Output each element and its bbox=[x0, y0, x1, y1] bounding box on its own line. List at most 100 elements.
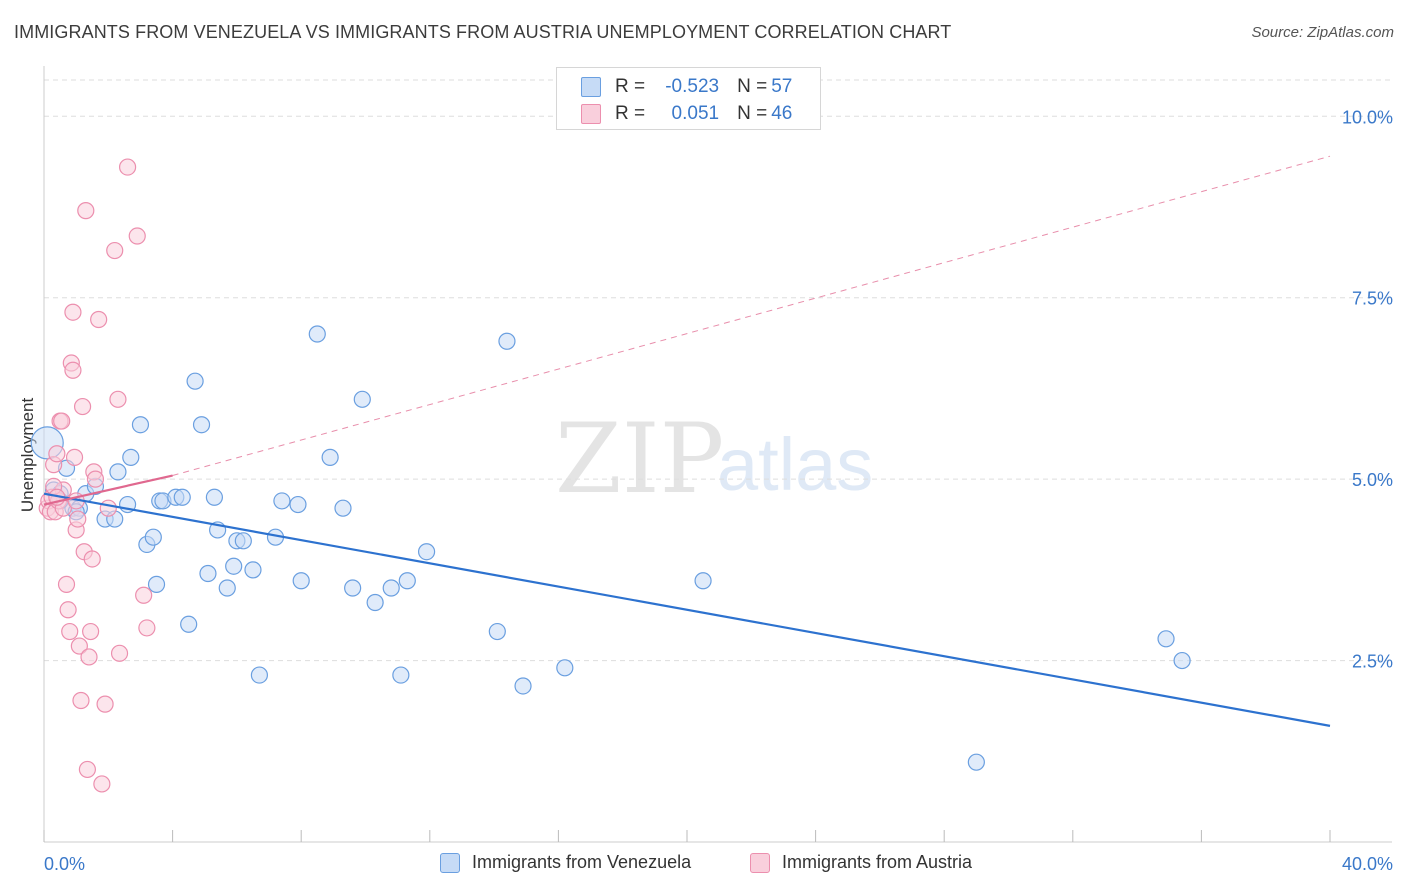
venezuela-swatch bbox=[581, 77, 601, 97]
stats-legend-box: R = -0.523 N = 57 R = 0.051 N = 46 bbox=[556, 67, 821, 130]
austria-point bbox=[99, 499, 117, 517]
legend-label: Immigrants from Austria bbox=[782, 852, 973, 872]
venezuela-point bbox=[109, 463, 127, 481]
austria-swatch bbox=[581, 104, 601, 124]
x-tick-label: 0.0% bbox=[44, 854, 85, 874]
venezuela-legend-swatch bbox=[440, 852, 460, 873]
austria-trend-line bbox=[43, 474, 173, 506]
watermark-atlas: atlas bbox=[717, 423, 873, 506]
austria-point bbox=[96, 695, 114, 713]
venezuela-point bbox=[308, 325, 326, 343]
venezuela-trend-line bbox=[43, 492, 1331, 727]
venezuela-point bbox=[131, 416, 150, 434]
venezuela-point bbox=[514, 677, 532, 695]
austria-trend-line-dashed bbox=[172, 155, 1331, 476]
venezuela-point bbox=[967, 753, 985, 771]
n-label: N = bbox=[737, 103, 768, 124]
austria-point bbox=[72, 691, 90, 710]
venezuela-point bbox=[1173, 651, 1191, 670]
venezuela-point bbox=[694, 572, 712, 590]
venezuela-point bbox=[244, 561, 262, 579]
venezuela-point bbox=[147, 575, 166, 593]
venezuela-point bbox=[186, 372, 204, 390]
austria-point bbox=[73, 397, 92, 416]
y-tick-label: 5.0% bbox=[1352, 470, 1393, 490]
y-tick-label: 10.0% bbox=[1342, 107, 1393, 127]
n-label: N = bbox=[737, 76, 768, 97]
venezuela-point bbox=[205, 488, 223, 506]
venezuela-point bbox=[234, 532, 252, 550]
venezuela-point bbox=[382, 579, 400, 597]
austria-point bbox=[86, 470, 105, 488]
venezuela-point bbox=[1157, 630, 1175, 648]
venezuela-point bbox=[334, 499, 352, 517]
stats-row-austria: R = 0.051 N = 46 bbox=[581, 102, 792, 126]
austria-point bbox=[109, 390, 127, 408]
n-value: 57 bbox=[771, 76, 793, 97]
austria-point bbox=[82, 622, 100, 641]
austria-point bbox=[70, 637, 88, 655]
venezuela-point bbox=[321, 448, 339, 466]
venezuela-point bbox=[417, 543, 436, 561]
austria-point bbox=[80, 648, 98, 666]
r-label: R = bbox=[615, 76, 646, 97]
venezuela-point bbox=[556, 659, 574, 677]
austria-point bbox=[48, 445, 66, 463]
legend-item-venezuela[interactable]: Immigrants from Venezuela bbox=[440, 852, 691, 873]
venezuela-point bbox=[289, 495, 307, 514]
austria-point bbox=[138, 619, 156, 637]
austria-point bbox=[57, 575, 76, 593]
venezuela-point bbox=[488, 622, 506, 641]
austria-point bbox=[64, 303, 82, 321]
legend-item-austria[interactable]: Immigrants from Austria bbox=[750, 852, 972, 873]
austria-point bbox=[135, 586, 153, 604]
venezuela-point bbox=[366, 593, 384, 612]
austria-point bbox=[64, 361, 82, 379]
stats-row-venezuela: R = -0.523 N = 57 bbox=[581, 75, 792, 99]
venezuela-point bbox=[122, 448, 140, 466]
venezuela-point bbox=[498, 332, 516, 350]
venezuela-point bbox=[344, 579, 362, 597]
venezuela-point bbox=[173, 488, 191, 506]
austria-point bbox=[83, 550, 101, 568]
venezuela-point bbox=[180, 615, 198, 633]
austria-point bbox=[110, 644, 129, 662]
austria-legend-swatch bbox=[750, 852, 770, 873]
venezuela-point bbox=[144, 528, 162, 546]
austria-point bbox=[69, 510, 87, 528]
y-tick-label: 7.5% bbox=[1352, 289, 1393, 309]
watermark-zip: ZIP bbox=[555, 403, 724, 515]
r-value: -0.523 bbox=[665, 76, 720, 97]
venezuela-point bbox=[199, 564, 217, 583]
venezuela-point bbox=[292, 572, 310, 590]
r-value: 0.051 bbox=[666, 103, 720, 124]
venezuela-point bbox=[218, 579, 236, 597]
venezuela-point bbox=[398, 572, 416, 590]
y-tick-label: 2.5% bbox=[1352, 652, 1393, 672]
venezuela-point bbox=[392, 666, 410, 684]
austria-point bbox=[77, 202, 95, 220]
venezuela-point bbox=[225, 557, 243, 575]
austria-point bbox=[65, 448, 84, 466]
bottom-legend: Immigrants from Venezuela Immigrants fro… bbox=[0, 852, 1406, 878]
n-value: 46 bbox=[771, 103, 793, 124]
austria-point bbox=[128, 227, 146, 245]
legend-label: Immigrants from Venezuela bbox=[472, 852, 692, 872]
austria-point bbox=[59, 601, 77, 619]
venezuela-point bbox=[353, 390, 371, 408]
austria-point bbox=[90, 310, 108, 329]
r-label: R = bbox=[615, 103, 646, 124]
venezuela-point bbox=[273, 492, 291, 510]
venezuela-point bbox=[192, 416, 211, 434]
austria-point bbox=[78, 760, 97, 779]
austria-point bbox=[118, 158, 137, 176]
venezuela-point bbox=[250, 666, 269, 684]
austria-point bbox=[93, 775, 111, 793]
austria-point bbox=[61, 622, 79, 641]
austria-point bbox=[106, 241, 124, 260]
source-label: Source: ZipAtlas.com bbox=[1251, 24, 1394, 41]
austria-point bbox=[53, 412, 71, 430]
x-tick-label: 40.0% bbox=[1342, 854, 1393, 874]
chart-title: IMMIGRANTS FROM VENEZUELA VS IMMIGRANTS … bbox=[14, 22, 952, 42]
